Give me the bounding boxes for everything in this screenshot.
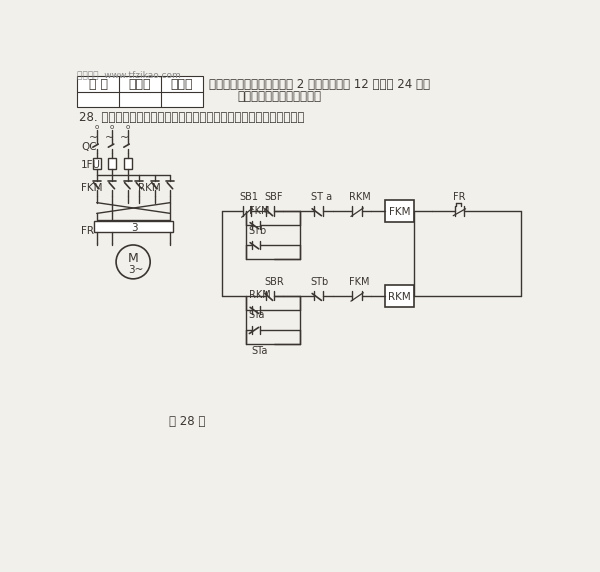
Bar [77,76,203,107]
Text: 1FU: 1FU [81,160,101,169]
Bar [385,285,415,307]
Text: STb: STb [311,276,329,287]
Text: 3: 3 [131,223,137,233]
Text: STb: STb [248,226,267,236]
Text: 四川自考  www.tfzikao.com: 四川自考 www.tfzikao.com [77,70,181,79]
Text: QC: QC [81,142,97,152]
Text: SBF: SBF [264,192,283,202]
Text: o: o [110,124,115,130]
Bar [93,158,101,169]
Text: 按每小题列出的要求答题。: 按每小题列出的要求答题。 [238,90,322,103]
Text: FKM: FKM [389,207,410,217]
Text: SBR: SBR [264,276,284,287]
Text: 评卷人: 评卷人 [129,78,151,92]
Text: FKM: FKM [81,182,103,193]
Text: FR: FR [453,192,466,202]
Text: ~: ~ [104,133,114,142]
Text: ST a: ST a [311,192,332,202]
Bar [94,221,173,232]
Bar [385,200,415,222]
Text: RKM: RKM [388,292,411,301]
Text: RKM: RKM [138,182,161,193]
Text: RKM: RKM [349,192,371,202]
Text: ~: ~ [89,133,98,142]
Text: SB1: SB1 [239,192,259,202]
Text: 复查人: 复查人 [170,78,193,92]
Text: FKM: FKM [248,206,269,216]
Text: 四、阅读分析题（本大题共 2 小题，每小题 12 分，共 24 分）: 四、阅读分析题（本大题共 2 小题，每小题 12 分，共 24 分） [209,78,430,91]
Text: M: M [128,252,139,265]
Text: RKM: RKM [248,291,271,300]
Bar [109,158,116,169]
Text: FKM: FKM [349,276,370,287]
Text: 28. 试说明下图电路的功能（是什么控制电路），并分析其工作原理。: 28. 试说明下图电路的功能（是什么控制电路），并分析其工作原理。 [79,111,304,124]
Text: STa: STa [248,311,265,320]
Text: 得 分: 得 分 [89,78,108,92]
Text: STa: STa [252,346,268,356]
Text: o: o [125,124,130,130]
Text: FR: FR [81,226,94,236]
Text: o: o [95,124,99,130]
Text: 3~: 3~ [128,265,143,275]
Bar [124,158,131,169]
Text: 题 28 图: 题 28 图 [169,415,206,428]
Text: ~: ~ [120,133,129,142]
